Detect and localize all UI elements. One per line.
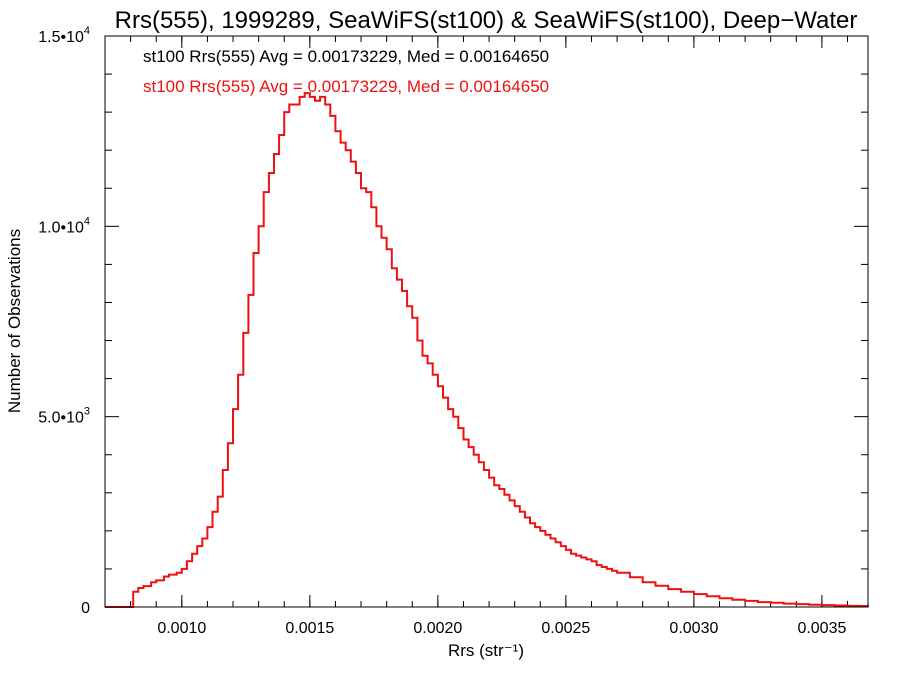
x-tick-label: 0.0035 — [797, 620, 846, 637]
legend-annotation-red: st100 Rrs(555) Avg = 0.00173229, Med = 0… — [143, 77, 549, 96]
y-tick-label: 5.0•103 — [38, 406, 90, 427]
x-tick-label: 0.0030 — [669, 620, 718, 637]
x-tick-label: 0.0010 — [157, 620, 206, 637]
legend-annotation-black: st100 Rrs(555) Avg = 0.00173229, Med = 0… — [143, 47, 549, 66]
histogram-line — [105, 92, 869, 608]
y-axis-ticks: 0 5.0•103 1.0•104 1.5•104 — [38, 25, 868, 617]
y-tick-label: 0 — [81, 600, 90, 617]
y-tick-label: 1.0•104 — [38, 215, 90, 236]
x-tick-label: 0.0025 — [541, 620, 590, 637]
x-axis-ticks: 0.0010 0.0015 0.0020 0.0025 0.0030 0.0035 — [104, 36, 849, 637]
plot-frame — [104, 35, 869, 608]
y-axis-label: Number of Observations — [5, 229, 24, 413]
y-tick-label: 1.5•104 — [38, 25, 90, 46]
x-axis-label: Rrs (str⁻¹) — [448, 641, 524, 660]
x-tick-label: 0.0015 — [285, 620, 334, 637]
chart-title: Rrs(555), 1999289, SeaWiFS(st100) & SeaW… — [115, 7, 858, 34]
x-tick-label: 0.0020 — [413, 620, 462, 637]
